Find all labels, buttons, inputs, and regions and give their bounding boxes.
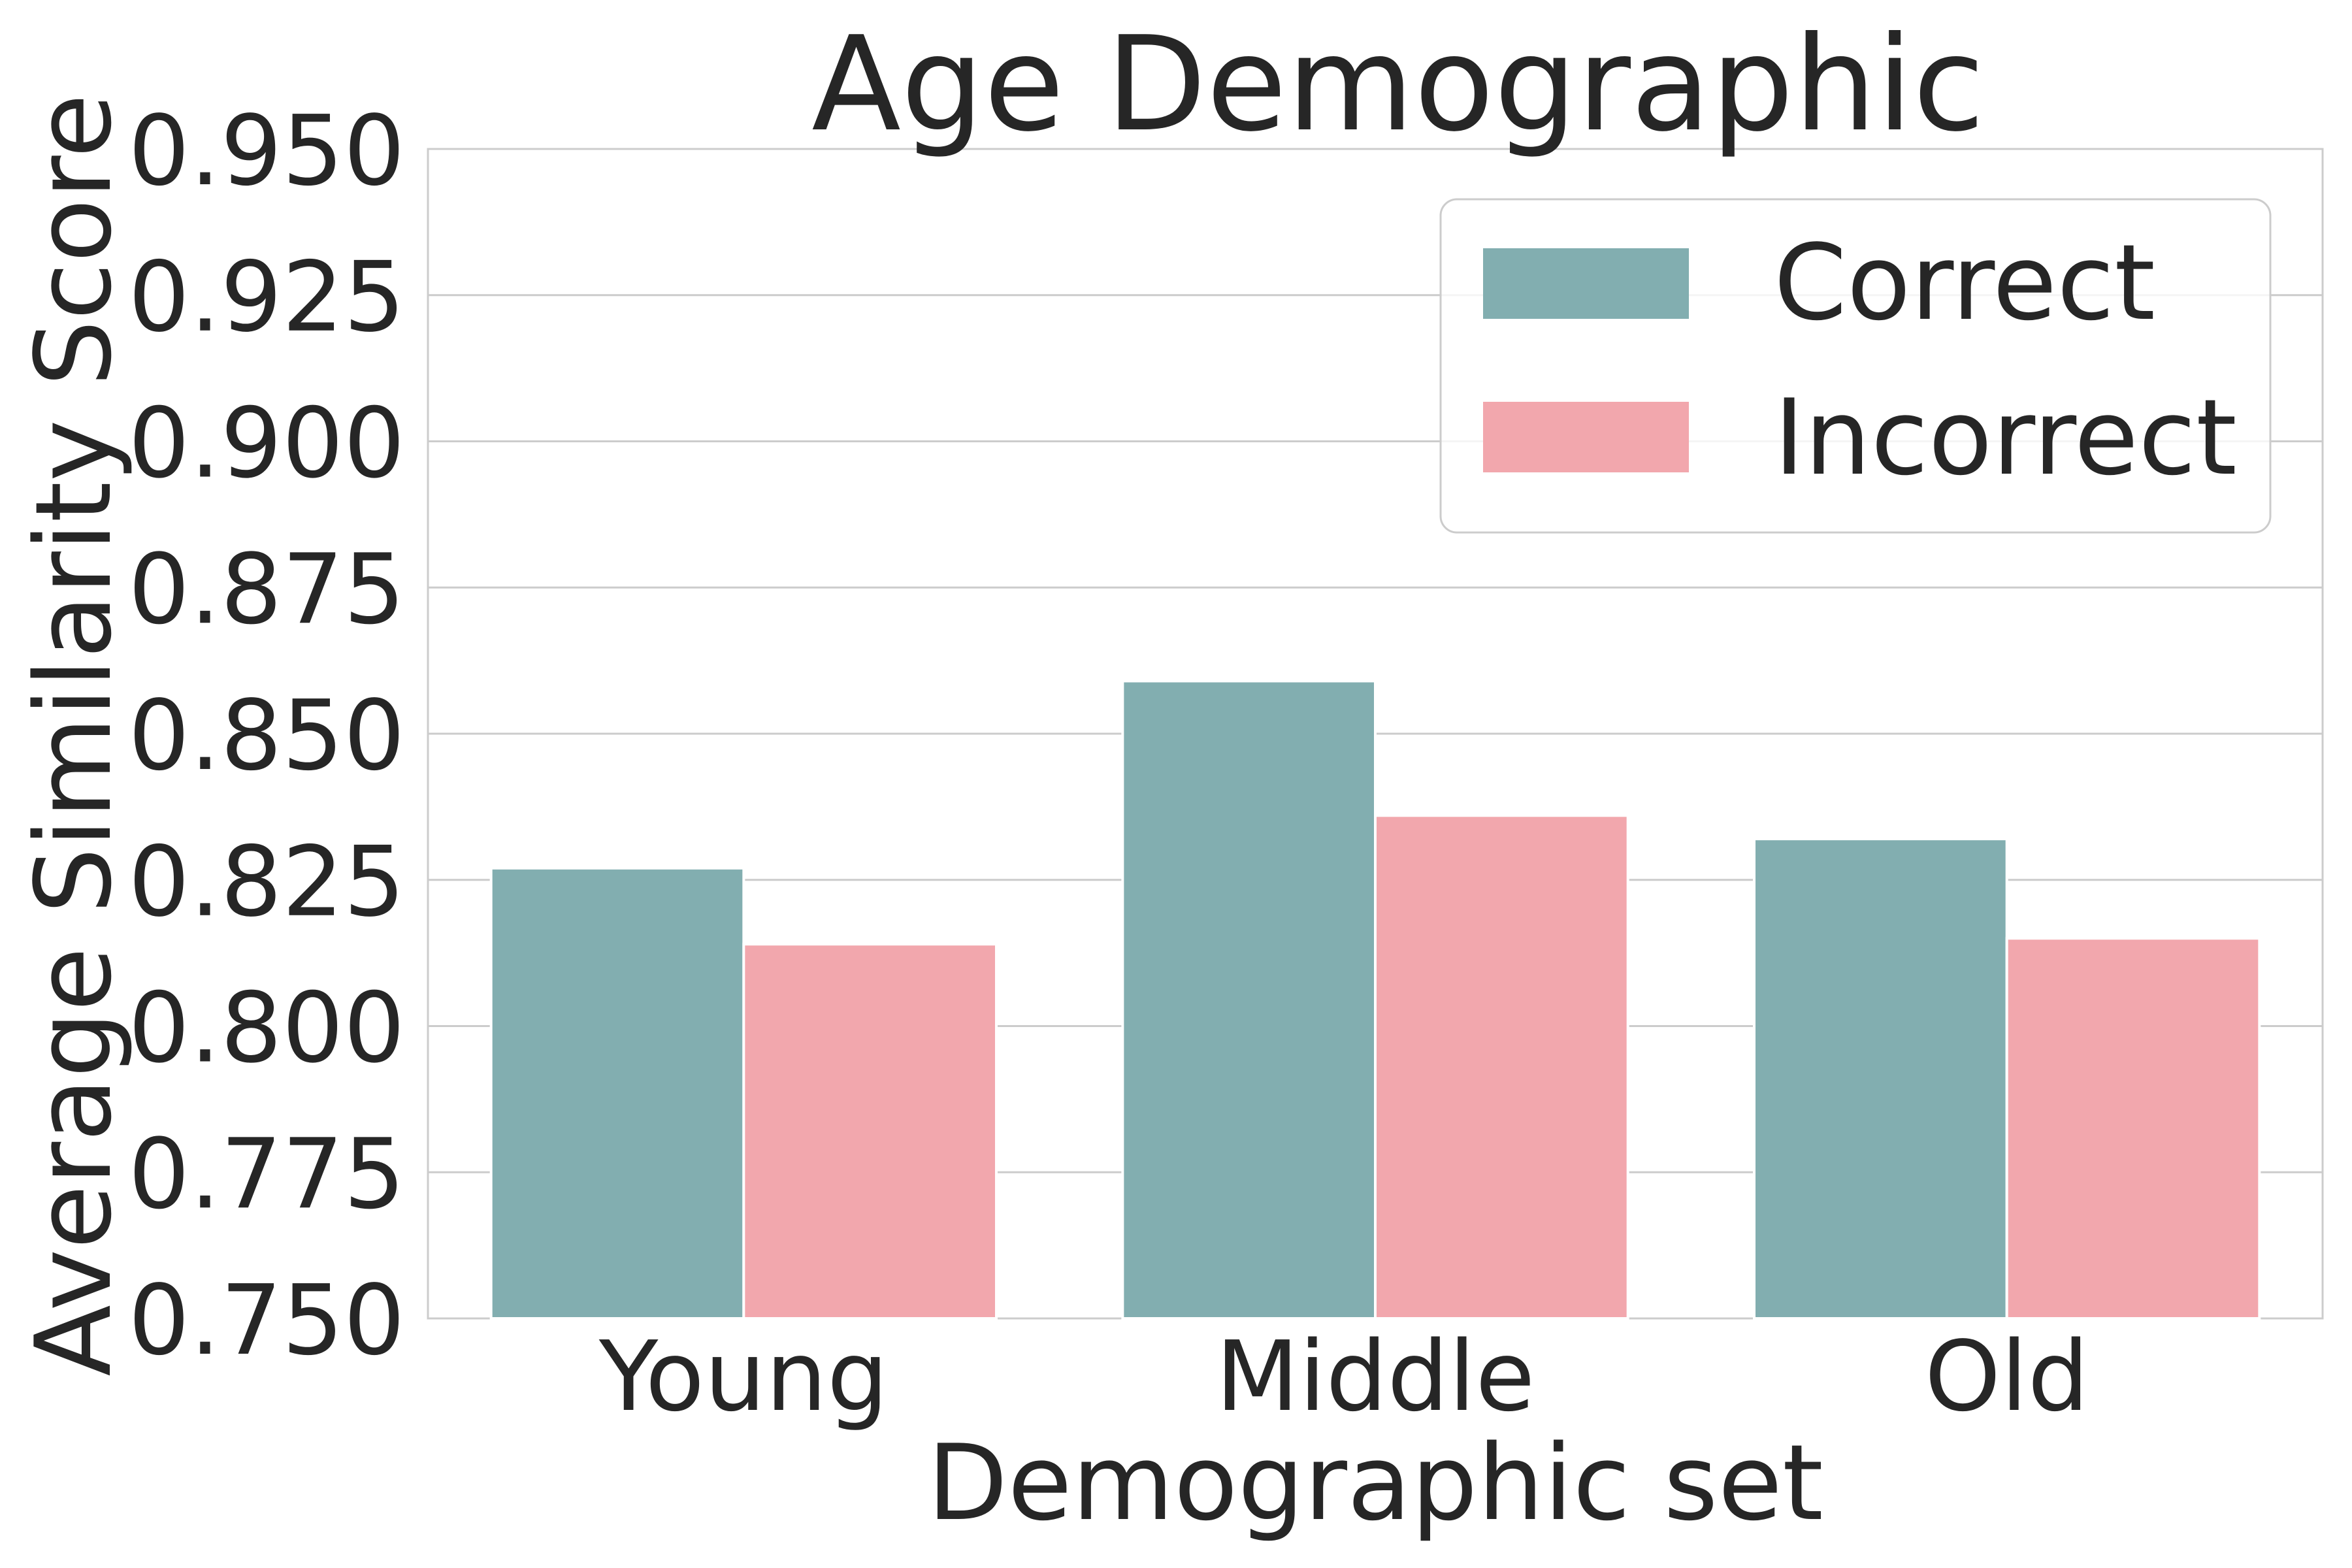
y-tick-label: 0.750 (128, 1264, 405, 1377)
y-tick-label: 0.950 (128, 95, 405, 207)
y-tick-label: 0.875 (128, 533, 405, 645)
bar-incorrect-old (2005, 937, 2261, 1320)
y-tick-label: 0.800 (128, 972, 405, 1085)
bars (489, 679, 2261, 1320)
y-tick-label: 0.900 (128, 387, 405, 500)
y-axis-label: Average Similarity Score (12, 93, 135, 1376)
x-axis-label: Demographic set (927, 1422, 1823, 1544)
chart-title: Age Demographic (811, 8, 1985, 161)
bar-correct-old (1753, 838, 2008, 1320)
x-tick-label-middle: Middle (1216, 1320, 1535, 1433)
legend: Correct Incorrect (1439, 198, 2272, 534)
bar-incorrect-young (742, 943, 998, 1320)
x-tick-label-young: Young (598, 1320, 889, 1433)
y-tick-label: 0.825 (128, 826, 405, 938)
y-tick-label: 0.850 (128, 679, 405, 792)
legend-label-correct: Correct (1774, 221, 2155, 344)
legend-swatch-incorrect (1483, 402, 1689, 472)
y-tick-label: 0.925 (128, 241, 405, 353)
legend-label-incorrect: Incorrect (1774, 376, 2237, 498)
bar-correct-middle (1121, 679, 1377, 1320)
bar-incorrect-middle (1374, 814, 1629, 1320)
y-tick-labels: 0.750 0.775 0.800 0.825 0.850 0.875 0.900 0.925… (128, 95, 405, 1377)
bar-correct-young (489, 866, 745, 1320)
x-tick-labels: Young Middle Old (598, 1320, 2089, 1433)
y-tick-label: 0.775 (128, 1118, 405, 1230)
legend-swatch-correct (1483, 248, 1689, 319)
x-tick-label-old: Old (1925, 1320, 2089, 1433)
